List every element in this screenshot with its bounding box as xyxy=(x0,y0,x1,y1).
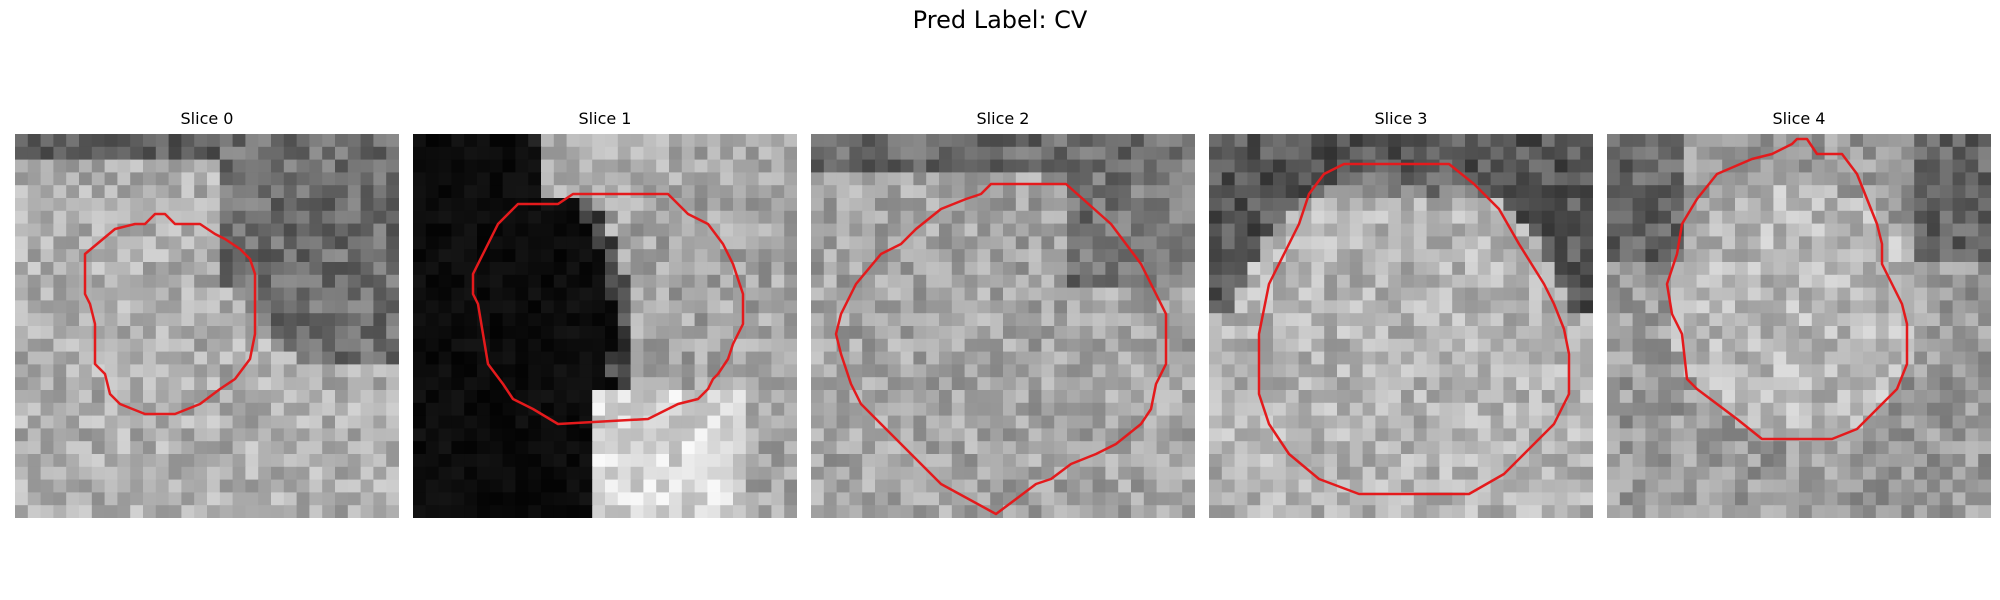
contour-outline xyxy=(1257,162,1571,496)
slice-title: Slice 4 xyxy=(1772,109,1826,128)
slice-panel-3: Slice 3 xyxy=(1209,108,1593,518)
pixel-grid xyxy=(811,134,1195,518)
pixel-grid xyxy=(15,134,399,518)
contour-outline xyxy=(834,182,1168,516)
pixel-grid xyxy=(1607,134,1991,518)
slice-image-2 xyxy=(811,134,1195,518)
slice-title: Slice 2 xyxy=(976,109,1030,128)
figure-title: Pred Label: CV xyxy=(912,6,1088,34)
slice-panel-0: Slice 0 xyxy=(15,108,399,518)
pixel-grid xyxy=(413,134,797,518)
slice-panel-2: Slice 2 xyxy=(811,108,1195,518)
slice-title: Slice 3 xyxy=(1374,109,1428,128)
slice-panel-1: Slice 1 xyxy=(413,108,797,518)
slice-title: Slice 1 xyxy=(578,109,632,128)
slice-panel-4: Slice 4 xyxy=(1607,108,1991,518)
slice-image-3 xyxy=(1209,134,1593,518)
slice-image-1 xyxy=(413,134,797,518)
contour-outline xyxy=(471,192,745,426)
slice-image-0 xyxy=(15,134,399,518)
contour-outline xyxy=(1665,137,1909,441)
pixel-grid xyxy=(1209,134,1593,518)
contour-outline xyxy=(83,212,257,416)
slice-title: Slice 0 xyxy=(180,109,234,128)
slice-image-4 xyxy=(1607,134,1991,518)
